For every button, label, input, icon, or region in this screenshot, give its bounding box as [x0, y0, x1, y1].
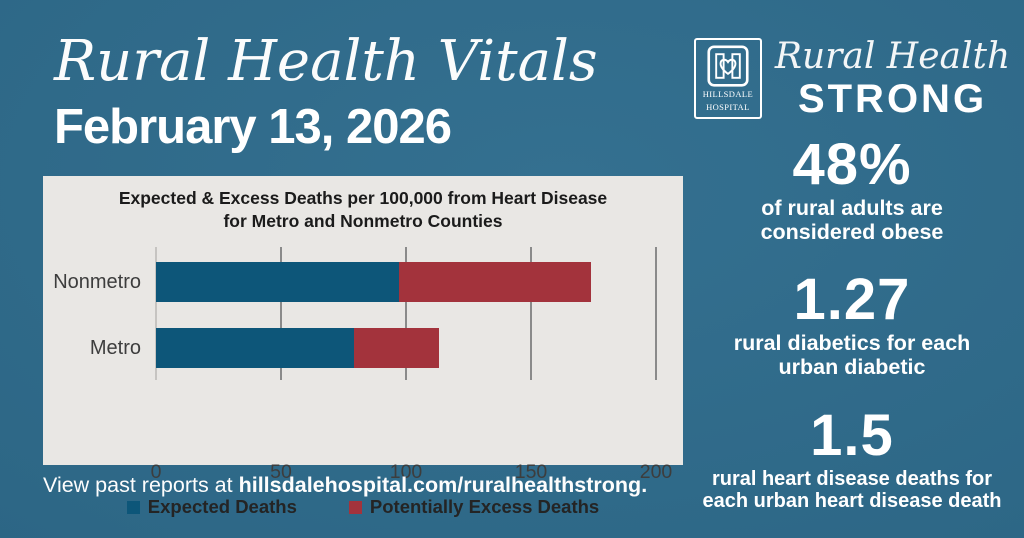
- stat-obesity: 48% of rural adults are considered obese: [694, 131, 1010, 244]
- legend-swatch-icon: [348, 500, 362, 514]
- chart-title: Expected & Excess Deaths per 100,000 fro…: [118, 188, 608, 232]
- legend-swatch-icon: [126, 500, 140, 514]
- x-tick-label-200: 200: [639, 461, 673, 483]
- category-label-nonmetro: Nonmetro: [53, 270, 141, 293]
- x-tick-label-50: 50: [270, 461, 292, 483]
- brand-row: HILLSDALE HOSPITAL Rural Health STRONG: [693, 38, 1010, 119]
- stat-diabetes-label: rural diabetics for each urban diabetic: [694, 332, 1010, 379]
- logo-text-line2: HOSPITAL: [706, 101, 750, 112]
- bar-row-nonmetro: [156, 262, 656, 302]
- gridline-200: [655, 247, 657, 380]
- stat-heart-disease-line2: each urban heart disease death: [702, 489, 1002, 512]
- gridline-100: [405, 247, 407, 380]
- bar-row-metro: [156, 328, 656, 368]
- stat-heart-disease-value: 1.5: [810, 402, 894, 468]
- stat-heart-disease-label: rural heart disease deaths for each urba…: [694, 468, 1010, 512]
- stat-diabetes: 1.27 rural diabetics for each urban diab…: [694, 267, 1010, 379]
- gridline-50: [280, 247, 282, 380]
- bar-segment-nonmetro-expected-deaths: [156, 262, 399, 302]
- logo-text-line1: HILLSDALE: [702, 89, 754, 99]
- legend-label: Expected Deaths: [147, 496, 297, 517]
- stat-diabetes-value: 1.27: [793, 267, 911, 333]
- x-tick-label-0: 0: [150, 461, 162, 483]
- brand-text: Rural Health STRONG: [775, 38, 1010, 119]
- h-heart-monogram-icon: [707, 45, 749, 87]
- hospital-logo: HILLSDALE HOSPITAL: [693, 38, 762, 119]
- stat-obesity-line2: considered obese: [760, 219, 944, 244]
- stat-heart-disease-line1: rural heart disease deaths for: [711, 467, 993, 490]
- footer-link[interactable]: hillsdalehospital.com/ruralhealthstrong: [238, 473, 642, 497]
- chart-legend: Expected Deaths Potentially Excess Deaths: [43, 496, 683, 518]
- bar-segment-metro-potentially-excess-deaths: [353, 328, 439, 368]
- x-tick-label-150: 150: [514, 461, 548, 483]
- bar-segment-metro-expected-deaths: [156, 328, 354, 368]
- stat-diabetes-line2: urban diabetic: [778, 354, 926, 379]
- bar-segment-nonmetro-potentially-excess-deaths: [398, 262, 591, 302]
- stat-diabetes-line1: rural diabetics for each: [733, 331, 971, 356]
- footer-text: View past reports at hillsdalehospital.c…: [43, 473, 647, 498]
- x-tick-label-100: 100: [389, 461, 423, 483]
- gridline-150: [530, 247, 532, 380]
- page-title: Rural Health Vitals: [54, 29, 598, 94]
- sidebar: HILLSDALE HOSPITAL Rural Health STRONG 4…: [693, 38, 1010, 512]
- footer-prefix: View past reports at: [43, 473, 239, 497]
- legend-label: Potentially Excess Deaths: [369, 496, 600, 517]
- legend-item-potentially-excess-deaths: Potentially Excess Deaths: [348, 496, 600, 518]
- stat-obesity-value: 48%: [792, 131, 912, 197]
- stat-heart-disease: 1.5 rural heart disease deaths for each …: [694, 402, 1010, 512]
- gridline-0: [155, 247, 157, 380]
- category-label-metro: Metro: [89, 336, 141, 359]
- stat-obesity-label: of rural adults are considered obese: [694, 195, 1010, 244]
- stat-obesity-line1: of rural adults are: [761, 195, 943, 220]
- brand-rural-health: Rural Health: [774, 36, 1011, 77]
- chart-panel: Expected & Excess Deaths per 100,000 fro…: [43, 176, 683, 517]
- brand-strong: STRONG: [797, 76, 988, 121]
- report-date: February 13, 2026: [54, 100, 452, 154]
- footer-suffix: .: [641, 473, 648, 497]
- plot-area: [155, 247, 657, 380]
- x-axis: 0 50 100 150 200: [151, 461, 673, 485]
- legend-item-expected-deaths: Expected Deaths: [126, 496, 297, 518]
